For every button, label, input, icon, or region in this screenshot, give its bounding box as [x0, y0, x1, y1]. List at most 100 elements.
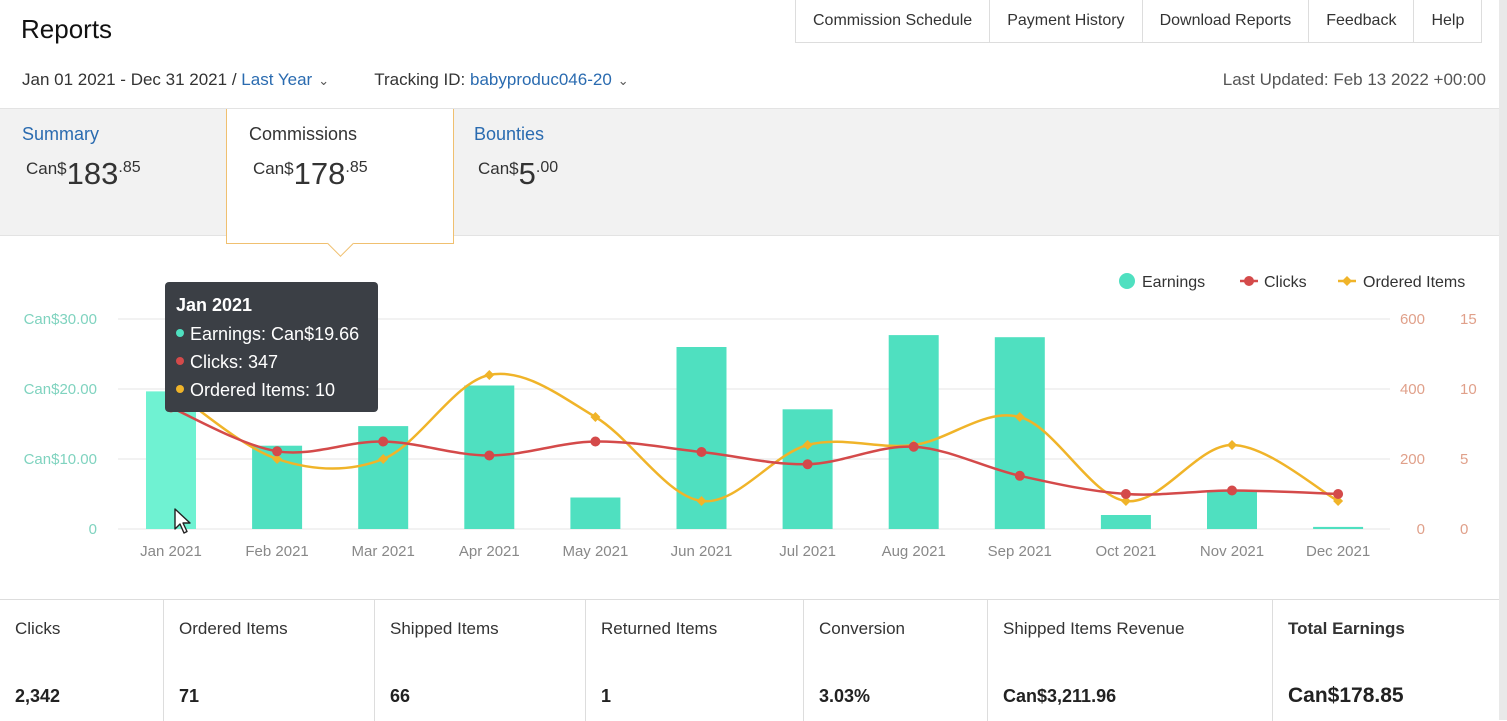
- clicks-axis-tick: 0: [1417, 521, 1425, 538]
- ordered-items-point: [272, 454, 283, 464]
- clicks-point: [1014, 470, 1025, 481]
- tab-bounties-amount: Can$5.00: [478, 156, 558, 192]
- page-title: Reports: [21, 14, 113, 44]
- clicks-point: [378, 436, 389, 447]
- stat-value: 3.03%: [819, 686, 871, 706]
- tooltip-ordered-text: Ordered Items: 10: [190, 380, 336, 400]
- stat-label: Total Earnings: [1288, 619, 1405, 638]
- tooltip-ordered: Ordered Items: 10: [176, 380, 335, 401]
- tab-bounties[interactable]: Bounties Can$5.00: [452, 109, 677, 235]
- tab-summary-label: Summary: [22, 124, 100, 144]
- ordered-axis-tick: 10: [1460, 381, 1477, 398]
- x-axis-tick: Oct 2021: [1095, 543, 1156, 560]
- amount-integer: 183: [66, 156, 119, 191]
- legend-ordered-icon: [1342, 276, 1352, 286]
- earnings-bar: [1207, 491, 1257, 529]
- clicks-axis-tick: 200: [1400, 451, 1425, 468]
- tooltip-clicks-text: Clicks: 347: [190, 352, 279, 372]
- ordered-axis-tick: 5: [1460, 451, 1468, 468]
- earnings-chart[interactable]: 0 Can$10.00 Can$20.00 Can$30.00 0 200 400 600 0 5…: [0, 240, 1500, 595]
- chart-tooltip: Jan 2021 Earnings: Can$19.66 Clicks: 347…: [165, 282, 378, 412]
- ordered-items-point: [1227, 440, 1237, 450]
- clicks-point: [1227, 485, 1237, 496]
- stat-label: Returned Items: [601, 619, 718, 638]
- amount-decimal: .85: [118, 159, 141, 176]
- ordered-axis-tick: 15: [1460, 311, 1477, 328]
- amount-integer: 5: [518, 156, 536, 191]
- stat-value: Can$178.85: [1288, 684, 1404, 707]
- chevron-down-icon: ⌄: [617, 73, 629, 88]
- mouse-cursor-icon: [174, 508, 191, 534]
- clicks-point: [484, 450, 495, 461]
- clicks-line: [170, 406, 1339, 496]
- ordered-items-point: [484, 370, 495, 380]
- stats-bar: Clicks 2,342 Ordered Items 71 Shipped It…: [0, 599, 1507, 721]
- tab-bounties-label: Bounties: [474, 124, 545, 144]
- ordered-items-point: [1333, 496, 1344, 506]
- nav-help[interactable]: Help: [1431, 12, 1465, 29]
- earnings-bar: [994, 337, 1045, 529]
- stat-label: Shipped Items Revenue: [1003, 619, 1185, 638]
- scrollbar-track[interactable]: [1499, 0, 1507, 720]
- date-range-text: Jan 01 2021 - Dec 31 2021 /: [22, 70, 237, 89]
- tab-commissions[interactable]: Commissions Can$178.85: [226, 109, 454, 257]
- ordered-items-point: [696, 496, 707, 506]
- x-axis-tick: Jan 2021: [140, 543, 202, 560]
- ordered-dot-icon: [176, 385, 184, 394]
- clicks-point: [908, 441, 919, 452]
- earnings-bar: [888, 335, 939, 529]
- tooltip-earnings: Earnings: Can$19.66: [176, 324, 359, 345]
- stat-label: Shipped Items: [390, 619, 499, 638]
- x-axis-tick: May 2021: [562, 543, 628, 560]
- stat-returned-items: Returned Items 1: [586, 600, 804, 721]
- clicks-point: [696, 447, 707, 457]
- x-axis-tick: Dec 2021: [1306, 543, 1370, 560]
- x-axis-tick: Jun 2021: [671, 543, 733, 560]
- nav-feedback[interactable]: Feedback: [1309, 0, 1415, 42]
- stat-label: Conversion: [819, 619, 905, 638]
- left-axis-tick: 0: [89, 521, 97, 538]
- amount-integer: 178: [293, 156, 346, 191]
- tooltip-title: Jan 2021: [176, 295, 253, 315]
- stat-shipped-revenue: Shipped Items Revenue Can$3,211.96: [988, 600, 1273, 721]
- earnings-dot-icon: [176, 329, 184, 338]
- date-range-dropdown[interactable]: Last Year ⌄: [241, 70, 329, 89]
- tracking-id-value: babyproduc046-20: [470, 70, 612, 89]
- legend-ordered-label: Ordered Items: [1363, 274, 1465, 291]
- amount-decimal: .00: [535, 159, 559, 176]
- stat-ordered-items: Ordered Items 71: [164, 600, 375, 721]
- left-axis-tick: Can$10.00: [24, 451, 97, 468]
- stat-label: Clicks: [15, 619, 61, 638]
- clicks-point: [1333, 489, 1344, 499]
- tracking-id-dropdown[interactable]: babyproduc046-20 ⌄: [470, 70, 629, 89]
- x-axis-tick: Nov 2021: [1200, 543, 1264, 560]
- x-axis-tick: Aug 2021: [882, 543, 946, 560]
- stat-value: 71: [179, 686, 200, 706]
- tab-summary[interactable]: Summary Can$183.85: [0, 109, 225, 235]
- tab-summary-amount: Can$183.85: [26, 156, 141, 192]
- earnings-bar: [570, 497, 621, 529]
- earnings-bar: [1313, 526, 1364, 529]
- x-axis-tick: Mar 2021: [352, 543, 415, 560]
- legend-earnings-label: Earnings: [1142, 274, 1205, 291]
- nav-payment-history[interactable]: Payment History: [990, 0, 1143, 42]
- x-axis-tick: Sep 2021: [988, 543, 1052, 560]
- stat-conversion: Conversion 3.03%: [804, 600, 988, 721]
- clicks-point: [590, 436, 601, 447]
- x-axis-tick: Feb 2021: [245, 543, 308, 560]
- report-filters: Jan 01 2021 - Dec 31 2021 / Last Year ⌄ T…: [22, 70, 629, 90]
- top-nav: Commission Schedule Payment History Down…: [795, 0, 1483, 43]
- ordered-items-point: [802, 440, 813, 450]
- tooltip-earnings-text: Earnings: Can$19.66: [190, 324, 360, 344]
- nav-commission-schedule[interactable]: Commission Schedule: [796, 0, 991, 42]
- stat-clicks: Clicks 2,342: [0, 600, 164, 721]
- ordered-items-point: [378, 454, 389, 464]
- amount-decimal: .85: [345, 159, 368, 176]
- stat-value: Can$3,211.96: [1003, 686, 1117, 706]
- left-axis-tick: Can$30.00: [24, 311, 97, 328]
- ordered-items-point: [590, 412, 601, 422]
- nav-download-reports[interactable]: Download Reports: [1143, 0, 1310, 42]
- ordered-items-point: [1120, 496, 1131, 506]
- legend-earnings-icon: [1119, 273, 1135, 289]
- stat-label: Ordered Items: [179, 619, 288, 638]
